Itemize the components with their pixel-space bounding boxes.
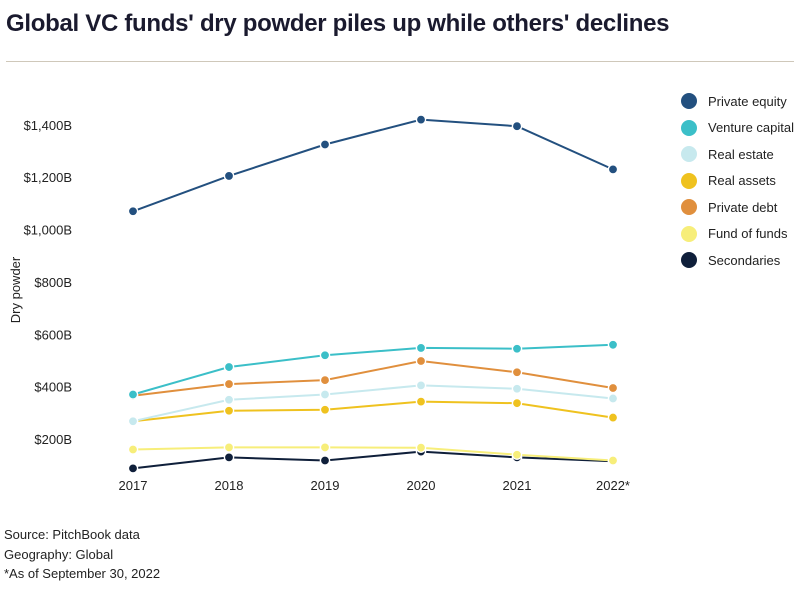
x-tick-label: 2020 — [407, 478, 436, 493]
x-tick-label: 2021 — [503, 478, 532, 493]
data-point-venture-capital — [415, 342, 427, 354]
data-point-secondaries — [319, 455, 331, 466]
data-point-fund-of-funds — [511, 449, 523, 461]
legend-item-private-debt: Private debt — [681, 194, 794, 221]
legend-label: Secondaries — [708, 252, 781, 268]
legend-label: Real assets — [708, 173, 776, 189]
data-point-real-assets — [511, 397, 523, 409]
data-point-real-assets — [223, 405, 235, 417]
series-line-real-assets — [132, 400, 614, 423]
y-tick-label: $200B — [34, 432, 72, 447]
data-point-venture-capital — [511, 343, 523, 355]
data-point-real-estate — [415, 380, 427, 391]
legend-label: Real estate — [708, 146, 774, 162]
data-point-fund-of-funds — [319, 442, 331, 453]
data-point-real-assets — [607, 412, 619, 423]
data-point-real-estate — [127, 415, 139, 427]
legend-swatch — [681, 172, 697, 189]
source-note: Source: PitchBook data — [4, 527, 140, 542]
data-point-real-estate — [319, 389, 331, 400]
legend-item-real-estate: Real estate — [681, 141, 794, 168]
y-axis-labels: $200B $400B $600B $800B $1,000B $1,200B $1,400… — [24, 118, 72, 447]
legend-swatch — [681, 225, 697, 242]
data-point-private-debt — [511, 366, 523, 378]
legend-item-private-equity: Private equity — [681, 88, 794, 115]
legend-item-fund-of-funds: Fund of funds — [681, 221, 794, 248]
data-point-venture-capital — [607, 339, 619, 351]
data-point-private-debt — [607, 382, 619, 394]
data-point-fund-of-funds — [223, 442, 235, 453]
x-tick-label: 2018 — [215, 478, 244, 493]
data-point-real-assets — [319, 404, 331, 416]
legend-swatch — [681, 252, 697, 269]
y-tick-label: $1,000B — [24, 223, 72, 238]
data-point-real-estate — [511, 383, 523, 395]
data-point-secondaries — [223, 452, 235, 463]
geography-note: Geography: Global — [4, 546, 114, 562]
data-point-venture-capital — [319, 349, 331, 361]
series-points — [127, 114, 619, 474]
series-line-fund-of-funds — [132, 446, 614, 462]
series-line-private-equity — [132, 118, 614, 213]
data-point-real-estate — [607, 393, 619, 404]
data-point-venture-capital — [127, 389, 139, 400]
y-tick-label: $1,200B — [24, 170, 72, 185]
x-tick-label: 2017 — [119, 478, 148, 493]
legend-label: Private debt — [708, 199, 778, 215]
x-tick-label: 2022* — [596, 478, 630, 493]
series-line-real-estate — [132, 384, 614, 423]
data-point-private-debt — [223, 378, 235, 390]
y-tick-label: $600B — [34, 327, 72, 342]
x-tick-label: 2019 — [311, 478, 340, 493]
data-point-private-debt — [415, 355, 427, 367]
date-note: *As of September 30, 2022 — [4, 566, 161, 581]
data-point-private-equity — [415, 114, 427, 125]
y-tick-label: $400B — [34, 380, 72, 395]
data-point-private-equity — [607, 164, 619, 175]
data-point-fund-of-funds — [415, 442, 427, 453]
y-tick-label: $1,400B — [24, 118, 72, 133]
y-axis-title: Dry powder — [8, 256, 23, 323]
data-point-private-debt — [319, 374, 331, 386]
data-point-fund-of-funds — [607, 455, 619, 466]
legend-label: Fund of funds — [708, 226, 788, 242]
series-line-venture-capital — [132, 343, 614, 396]
legend-item-venture-capital: Venture capital — [681, 115, 794, 142]
series-lines — [132, 118, 614, 470]
page-title: Global VC funds' dry powder piles up whi… — [6, 10, 670, 37]
data-point-private-equity — [223, 170, 235, 182]
legend-item-real-assets: Real assets — [681, 168, 794, 195]
chart-footer: Source: PitchBook data Geography: Global… — [4, 525, 160, 584]
legend-label: Private equity — [708, 93, 787, 109]
data-point-fund-of-funds — [127, 444, 139, 455]
series-line-private-debt — [132, 359, 614, 397]
legend-swatch — [681, 93, 697, 110]
data-point-real-assets — [415, 396, 427, 407]
data-point-real-estate — [223, 394, 235, 406]
data-point-private-equity — [127, 205, 139, 217]
x-axis-labels: 2017 2018 2019 2020 2021 2022* — [119, 478, 630, 493]
data-point-private-equity — [319, 139, 331, 150]
legend-item-secondaries: Secondaries — [681, 247, 794, 274]
title-divider — [6, 61, 794, 62]
y-tick-label: $800B — [34, 275, 72, 290]
line-chart: $200B $400B $600B $800B $1,000B $1,200B $1,400… — [8, 114, 630, 493]
legend-swatch — [681, 199, 697, 216]
data-point-private-equity — [511, 120, 523, 132]
legend-swatch — [681, 146, 697, 163]
data-point-secondaries — [127, 463, 139, 474]
legend-swatch — [681, 119, 697, 136]
chart-legend: Private equity Venture capital Real estate… — [681, 88, 794, 274]
data-point-venture-capital — [223, 361, 235, 373]
legend-label: Venture capital — [708, 120, 795, 136]
series-line-secondaries — [132, 450, 614, 470]
